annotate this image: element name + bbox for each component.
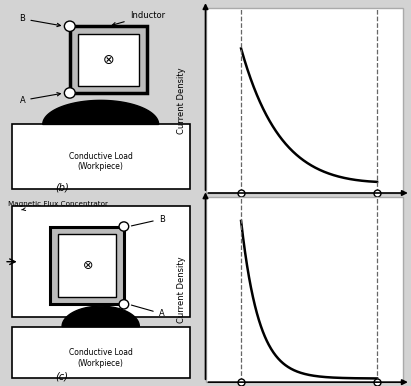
Circle shape [65, 88, 75, 98]
Text: Inductor: Inductor [112, 11, 165, 26]
Bar [12, 124, 189, 189]
Text: Conductive Load
(Workpiece): Conductive Load (Workpiece) [69, 348, 133, 368]
Text: $\otimes$: $\otimes$ [81, 259, 93, 272]
Polygon shape [62, 306, 139, 327]
Text: $\otimes$: $\otimes$ [102, 52, 115, 67]
Text: Current Density: Current Density [177, 256, 186, 323]
Text: Magnetic Flux Concentrator: Magnetic Flux Concentrator [8, 201, 108, 211]
Circle shape [119, 300, 129, 309]
Text: A: A [238, 212, 244, 220]
Bar [58, 234, 116, 297]
Bar [12, 327, 189, 378]
Text: B: B [132, 215, 164, 226]
Text: B: B [20, 14, 60, 27]
Text: (b): (b) [55, 182, 69, 192]
Text: Surface of Conductor: Surface of Conductor [260, 225, 349, 234]
Circle shape [119, 222, 129, 231]
Text: A: A [20, 93, 60, 105]
Polygon shape [43, 100, 159, 124]
Bar [78, 34, 139, 86]
Text: Conductive Load
(Workpiece): Conductive Load (Workpiece) [69, 152, 133, 171]
Bar [70, 26, 147, 93]
Text: Current Density: Current Density [177, 67, 186, 134]
Circle shape [65, 21, 75, 31]
Text: (c): (c) [55, 371, 69, 381]
Bar [51, 227, 124, 304]
Bar [12, 206, 189, 317]
Text: B: B [374, 212, 380, 220]
Text: A: A [132, 305, 164, 318]
